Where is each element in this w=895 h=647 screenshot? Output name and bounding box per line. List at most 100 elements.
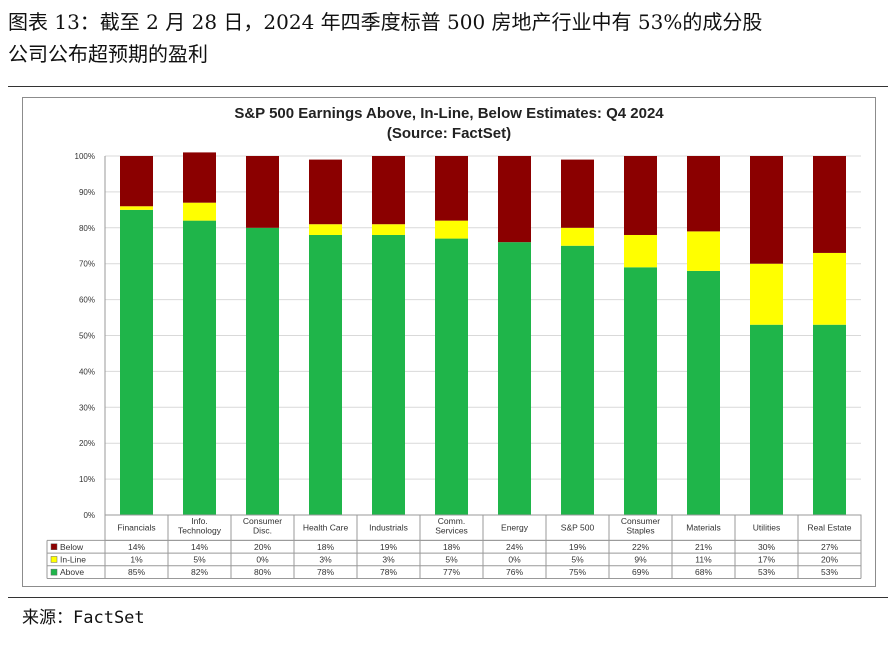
category-label: Utilities (753, 523, 780, 533)
data-label: 21% (695, 542, 712, 552)
data-label: 20% (821, 554, 838, 564)
bar-segment-in-line (687, 231, 720, 271)
data-label: 3% (382, 554, 395, 564)
data-label: 85% (128, 567, 145, 577)
caption-line-1: 图表 13：截至 2 月 28 日，2024 年四季度标普 500 房地产行业中… (8, 10, 763, 34)
data-label: 80% (254, 567, 271, 577)
bar-segment-above (624, 267, 657, 515)
data-label: 27% (821, 542, 838, 552)
category-label: Disc. (253, 526, 272, 536)
data-label: 53% (821, 567, 838, 577)
y-tick-label: 90% (79, 188, 95, 197)
bar-segment-above (813, 324, 846, 515)
bar-segment-in-line (435, 220, 468, 239)
bar-segment-below (372, 156, 405, 225)
bar-segment-below (309, 159, 342, 225)
y-tick-label: 20% (79, 439, 95, 448)
bar-segment-above (246, 227, 279, 516)
figure-caption: 图表 13：截至 2 月 28 日，2024 年四季度标普 500 房地产行业中… (8, 6, 888, 70)
data-label: 24% (506, 542, 523, 552)
source-divider (8, 597, 888, 598)
bar-segment-below (624, 156, 657, 235)
legend-swatch (50, 568, 58, 576)
chart-frame: S&P 500 Earnings Above, In-Line, Below E… (22, 97, 876, 587)
chart-title: S&P 500 Earnings Above, In-Line, Below E… (234, 105, 664, 122)
bar-segment-in-line (624, 234, 657, 268)
category-label: Staples (626, 526, 654, 536)
data-label: 11% (695, 554, 712, 564)
data-label: 76% (506, 567, 523, 577)
data-label: 5% (445, 554, 458, 564)
bar-segment-above (309, 234, 342, 516)
category-label: Services (435, 526, 468, 536)
data-label: 78% (380, 567, 397, 577)
data-label: 53% (758, 567, 775, 577)
data-label: 22% (632, 542, 649, 552)
data-label: 77% (443, 567, 460, 577)
bar-segment-below (246, 156, 279, 228)
data-label: 5% (571, 554, 584, 564)
category-label: S&P 500 (561, 523, 595, 533)
y-tick-label: 10% (79, 475, 95, 484)
chart-subtitle: (Source: FactSet) (386, 125, 512, 142)
data-label: 5% (193, 554, 206, 564)
data-label: 68% (695, 567, 712, 577)
category-label: Financials (117, 523, 155, 533)
data-label: 14% (128, 542, 145, 552)
data-label: 1% (130, 554, 143, 564)
bar-segment-above (750, 324, 783, 515)
category-label: Consumer (621, 516, 660, 526)
data-label: 18% (317, 542, 334, 552)
data-label: 0% (508, 554, 521, 564)
bar-segment-above (687, 270, 720, 515)
y-tick-label: 40% (79, 367, 95, 376)
bar-segment-below (183, 152, 216, 203)
caption-line-2: 公司公布超预期的盈利 (8, 42, 208, 66)
y-tick-label: 60% (79, 296, 95, 305)
y-tick-label: 30% (79, 403, 95, 412)
bar-segment-in-line (372, 224, 405, 235)
bar-segment-above (435, 238, 468, 515)
bar-segment-below (435, 156, 468, 221)
source-note: 来源：FactSet (22, 608, 145, 628)
data-label: 3% (319, 554, 332, 564)
bar-segment-in-line (561, 227, 594, 246)
data-label: 17% (758, 554, 775, 564)
data-label: 19% (380, 542, 397, 552)
bar-segment-below (750, 156, 783, 264)
data-label: 20% (254, 542, 271, 552)
category-label: Technology (178, 526, 222, 536)
legend-label: In-Line (60, 554, 86, 564)
data-label: 75% (569, 567, 586, 577)
data-label: 0% (256, 554, 269, 564)
category-label: Info. (191, 516, 208, 526)
y-tick-label: 100% (75, 152, 95, 161)
bar-segment-above (561, 245, 594, 515)
bar-segment-above (183, 220, 216, 515)
bar-segment-below (498, 156, 531, 243)
bar-segment-below (120, 156, 153, 207)
data-label: 69% (632, 567, 649, 577)
data-label: 30% (758, 542, 775, 552)
bar-segment-above (498, 242, 531, 515)
bar-segment-in-line (813, 252, 846, 325)
bar-segment-below (687, 156, 720, 232)
bar-segment-above (120, 209, 153, 515)
data-label: 19% (569, 542, 586, 552)
stacked-bar-chart: 0% 10% 20% 30% 40% 50% 60% 70% 80% 90% 100% Financi… (46, 152, 862, 579)
legend-swatch (50, 556, 58, 563)
bar-segment-in-line (183, 202, 216, 221)
legend-label: Above (60, 567, 84, 577)
bar-segment-in-line (309, 224, 342, 235)
data-label: 9% (634, 554, 647, 564)
category-label: Energy (501, 523, 529, 533)
category-label: Comm. (438, 516, 465, 526)
data-label: 14% (191, 542, 208, 552)
category-label: Real Estate (808, 523, 852, 533)
category-label: Consumer (243, 516, 282, 526)
data-label: 78% (317, 567, 334, 577)
category-label: Industrials (369, 523, 408, 533)
bar-segment-in-line (750, 263, 783, 325)
category-label: Materials (686, 523, 720, 533)
y-tick-label: 0% (83, 511, 95, 520)
